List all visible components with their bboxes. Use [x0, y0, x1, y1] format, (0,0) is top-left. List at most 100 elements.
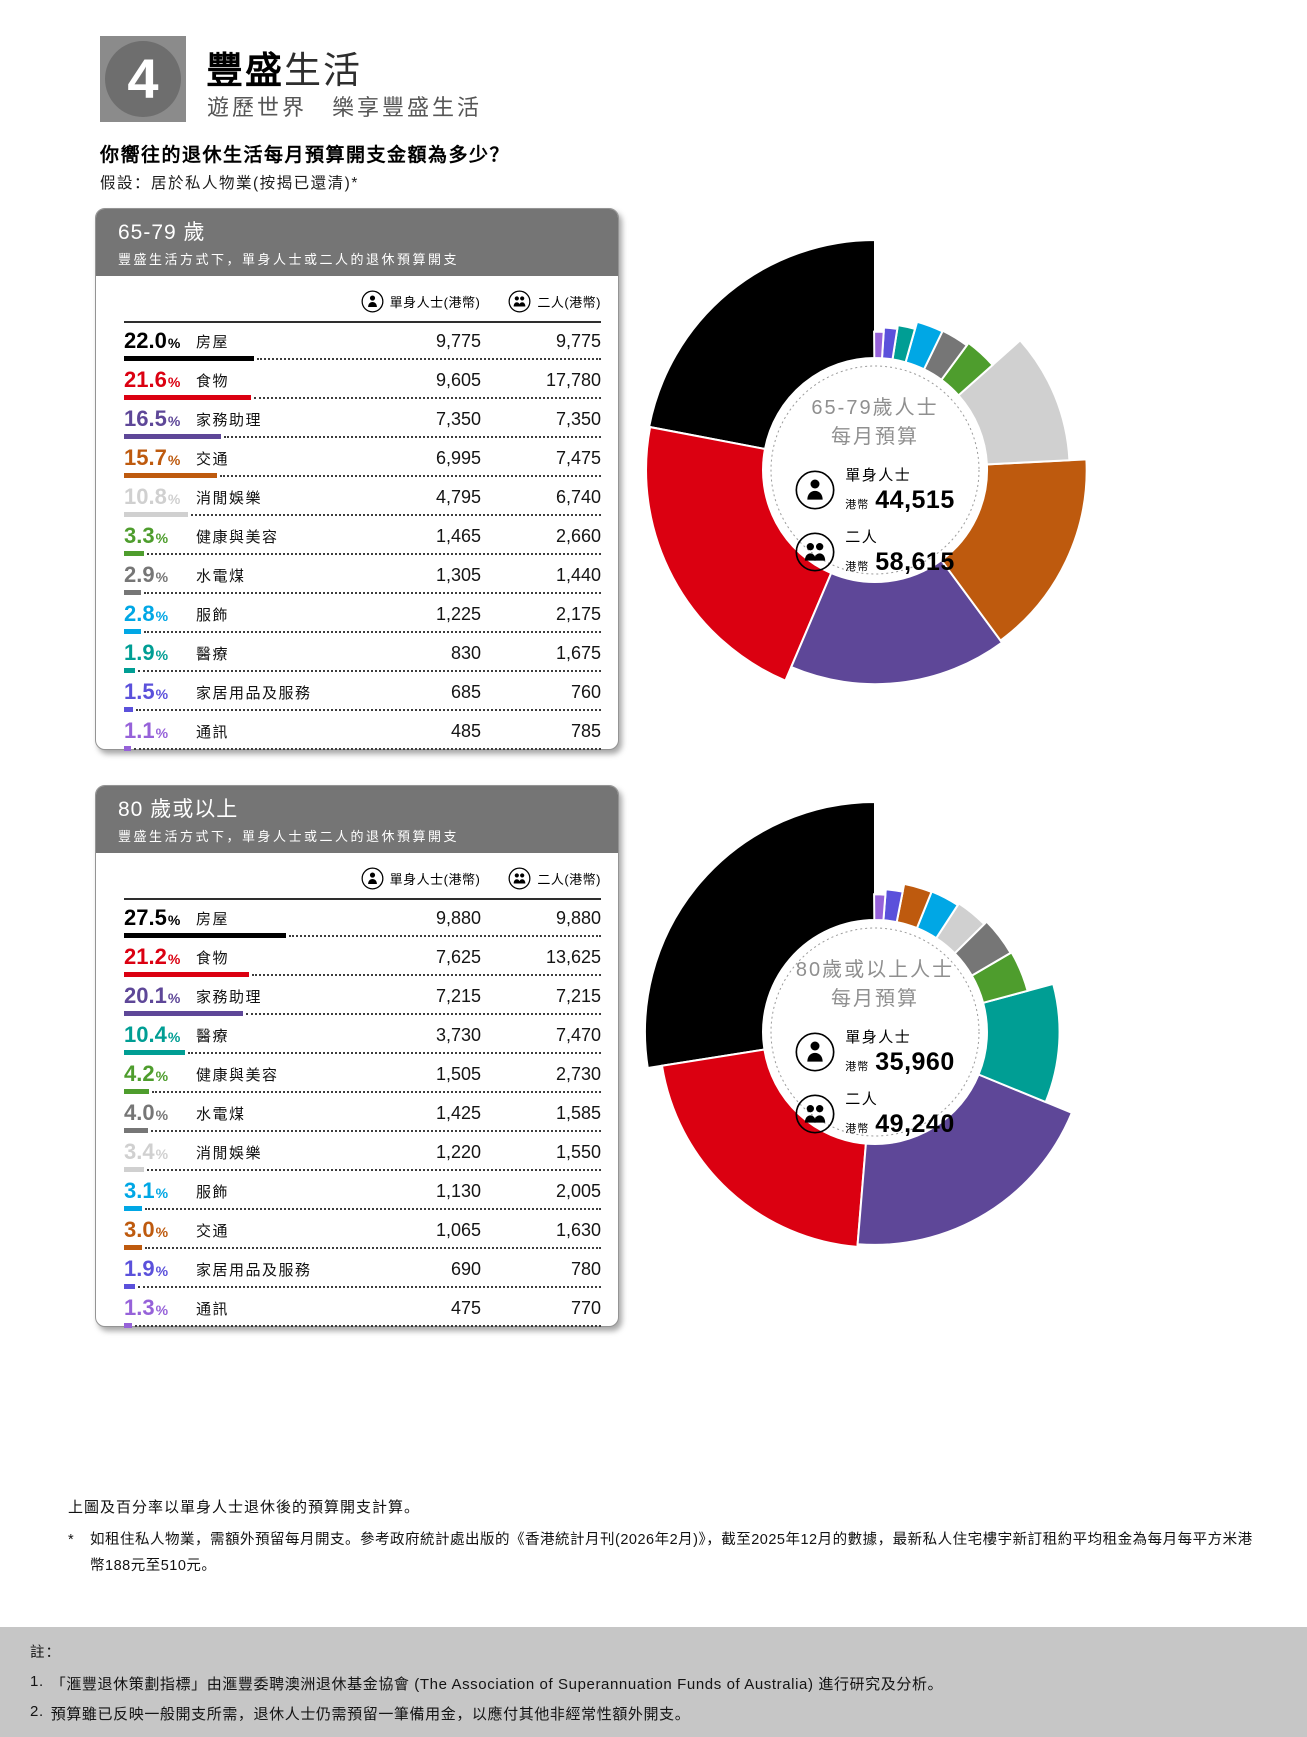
note-item-2: 2. 預算雖已反映一般開支所需，退休人士仍需預留一筆備用金，以應付其他非經常性額… — [30, 1703, 1267, 1724]
row-single-value: 475 — [450, 1297, 481, 1318]
section-number: 4 — [105, 41, 181, 117]
single-label: 單身人士 — [845, 467, 912, 484]
donut-slice-通訊 — [873, 330, 885, 360]
row-underline — [124, 1323, 601, 1328]
row-underline — [124, 434, 601, 439]
row-underline — [124, 746, 601, 751]
section-number-badge: 4 — [100, 36, 186, 122]
page-title: 豐盛生活 — [206, 40, 362, 94]
table-row: 16.5% 家務助理 7,350 7,350 — [124, 401, 601, 440]
donut-slice-房屋 — [647, 238, 876, 451]
table-row: 1.3% 通訊 475 770 — [124, 1290, 601, 1329]
row-underline — [124, 972, 601, 977]
couple-total-value: 58,615 — [875, 548, 955, 576]
row-single-value: 690 — [450, 1258, 481, 1279]
couple-persons-icon — [795, 532, 835, 571]
couple-column-label: 二人(港幣) — [537, 872, 601, 887]
donut-slice-房屋 — [643, 800, 876, 1070]
row-single-value: 485 — [450, 720, 481, 741]
panel-age-subtitle: 豐盛生活方式下，單身人士或二人的退休預算開支 — [118, 252, 460, 267]
notes-box: 註： 1. 「滙豐退休策劃指標」由滙豐委聘澳洲退休基金協會 (The Assoc… — [0, 1627, 1307, 1737]
donut-slice-醫療 — [977, 982, 1061, 1104]
row-underline — [124, 629, 601, 634]
panel-age-65-79: 65-79 歲 豐盛生活方式下，單身人士或二人的退休預算開支 單身人士(港幣) … — [95, 208, 619, 752]
row-category: 家務助理 — [196, 988, 263, 1006]
table-row: 21.6% 食物 9,605 17,780 — [124, 362, 601, 401]
table-row: 27.5% 房屋 9,880 9,880 — [124, 900, 601, 939]
note-item-1: 1. 「滙豐退休策劃指標」由滙豐委聘澳洲退休基金協會 (The Associat… — [30, 1673, 1267, 1694]
couple-persons-icon — [508, 290, 531, 313]
row-couple-value: 2,730 — [555, 1063, 601, 1084]
page-subtitle: 遊歷世界 樂享豐盛生活 — [207, 95, 483, 120]
row-percent: 2.9% — [124, 562, 169, 587]
note-text: 「滙豐退休策劃指標」由滙豐委聘澳洲退休基金協會 (The Association… — [50, 1676, 944, 1693]
row-category: 醫療 — [196, 1027, 230, 1045]
row-couple-value: 9,775 — [555, 330, 601, 351]
table-row: 10.8% 消閒娛樂 4,795 6,740 — [124, 479, 601, 518]
row-category: 房屋 — [196, 910, 230, 928]
row-underline — [124, 933, 601, 938]
row-single-value: 7,215 — [435, 985, 481, 1006]
row-couple-value: 760 — [570, 681, 601, 702]
row-percent: 3.0% — [124, 1217, 169, 1242]
row-category: 交通 — [196, 450, 230, 468]
row-couple-value: 785 — [570, 720, 601, 741]
row-category: 健康與美容 — [196, 528, 279, 546]
row-couple-value: 780 — [570, 1258, 601, 1279]
budget-totals: 單身人士 港幣 35,960 二人 港幣 49,240 — [795, 1026, 954, 1139]
calculation-note: 上圖及百分率以單身人士退休後的預算開支計算。 — [68, 1499, 421, 1516]
donut-center-80-plus: 80歲或以上人士 每月預算 單身人士 港幣 35,960 二人 港幣 49,240 — [771, 928, 979, 1139]
row-single-value: 3,730 — [435, 1024, 481, 1045]
row-percent: 22.0% — [124, 328, 181, 353]
question-text: 你嚮往的退休生活每月預算開支金額為多少？ — [100, 145, 511, 166]
couple-persons-icon — [508, 867, 531, 890]
row-category: 通訊 — [196, 1300, 230, 1318]
row-couple-value: 13,625 — [545, 946, 601, 967]
row-single-value: 685 — [450, 681, 481, 702]
row-percent: 3.3% — [124, 523, 169, 548]
row-couple-value: 1,440 — [555, 564, 601, 585]
row-single-value: 6,995 — [435, 447, 481, 468]
row-single-value: 1,220 — [435, 1141, 481, 1162]
row-couple-value: 770 — [570, 1297, 601, 1318]
expense-table-65-79: 22.0% 房屋 9,775 9,775 21.6% 食物 9,605 17,780 16.5%… — [124, 323, 601, 752]
row-underline — [124, 473, 601, 478]
row-percent: 10.4% — [124, 1022, 181, 1047]
couple-column-header: 二人(港幣) — [508, 867, 601, 890]
single-total-value: 44,515 — [875, 486, 955, 514]
single-column-label: 單身人士(港幣) — [389, 295, 481, 310]
table-row: 3.1% 服飾 1,130 2,005 — [124, 1173, 601, 1212]
row-percent: 1.5% — [124, 679, 169, 704]
column-headers: 單身人士(港幣) 二人(港幣) — [96, 867, 601, 890]
row-percent: 3.4% — [124, 1139, 169, 1164]
row-couple-value: 7,350 — [555, 408, 601, 429]
row-single-value: 1,130 — [435, 1180, 481, 1201]
single-person-icon — [361, 290, 384, 313]
row-category: 通訊 — [196, 723, 230, 741]
single-person-icon — [795, 470, 835, 509]
row-underline — [124, 356, 601, 361]
row-couple-value: 2,175 — [555, 603, 601, 624]
row-percent: 15.7% — [124, 445, 181, 470]
row-category: 健康與美容 — [196, 1066, 279, 1084]
notes-title: 註： — [30, 1645, 61, 1661]
panel-header: 65-79 歲 豐盛生活方式下，單身人士或二人的退休預算開支 — [96, 209, 618, 276]
row-single-value: 1,505 — [435, 1063, 481, 1084]
row-couple-value: 1,630 — [555, 1219, 601, 1240]
page-title-light: 生活 — [284, 50, 362, 91]
donut-chart-65-79 — [645, 238, 1088, 686]
couple-column-header: 二人(港幣) — [508, 290, 601, 313]
row-single-value: 1,465 — [435, 525, 481, 546]
table-row: 1.5% 家居用品及服務 685 760 — [124, 674, 601, 713]
row-underline — [124, 1089, 601, 1094]
row-couple-value: 2,660 — [555, 525, 601, 546]
row-single-value: 9,605 — [435, 369, 481, 390]
row-couple-value: 1,550 — [555, 1141, 601, 1162]
donut-center-subtitle: 每月預算 — [831, 426, 919, 448]
table-row: 3.0% 交通 1,065 1,630 — [124, 1212, 601, 1251]
couple-budget-total: 二人 港幣 58,615 — [795, 526, 954, 577]
row-single-value: 1,225 — [435, 603, 481, 624]
donut-slice-家務助理 — [856, 1073, 1074, 1246]
row-underline — [124, 551, 601, 556]
row-underline — [124, 590, 601, 595]
